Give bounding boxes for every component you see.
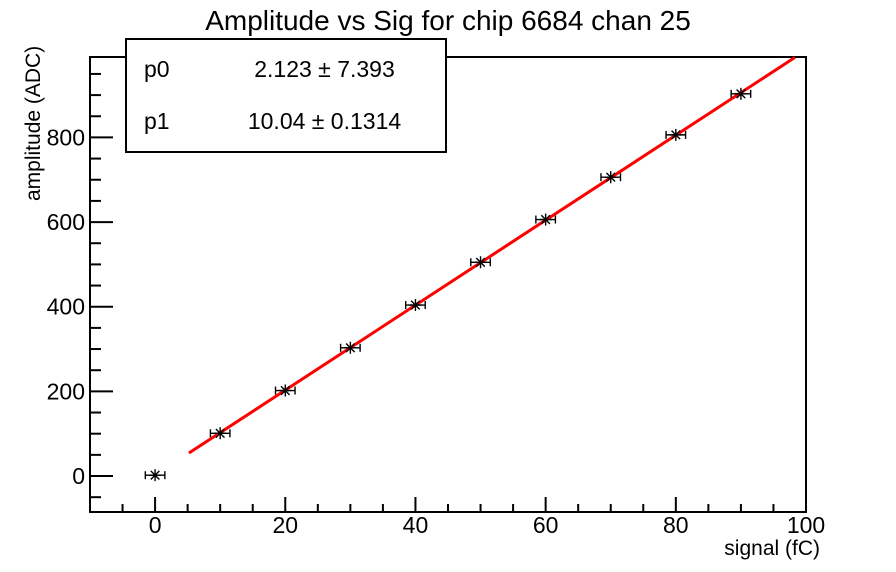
y-tick-label: 800 xyxy=(47,124,85,150)
stats-row-p1: p1 10.04 ± 0.1314 xyxy=(127,108,445,135)
x-tick-label: 0 xyxy=(149,512,162,538)
data-point-marker xyxy=(671,130,681,140)
x-tick-label: 40 xyxy=(403,512,429,538)
stats-param-name: p0 xyxy=(144,56,170,83)
y-axis-title: amplitude (ADC) xyxy=(22,46,45,201)
data-point-marker xyxy=(150,470,160,480)
data-point-marker xyxy=(736,89,746,99)
x-tick-label: 60 xyxy=(533,512,559,538)
x-axis-title: signal (fC) xyxy=(724,537,820,560)
x-tick-label: 20 xyxy=(272,512,298,538)
fit-line xyxy=(188,56,796,455)
fit-stats-box: p0 2.123 ± 7.393 p1 10.04 ± 0.1314 xyxy=(125,38,447,153)
data-point-marker xyxy=(475,257,486,268)
y-tick-label: 600 xyxy=(47,209,85,235)
y-tick-label: 200 xyxy=(47,378,85,404)
data-point-marker xyxy=(605,172,616,182)
data-point-marker xyxy=(540,214,551,225)
stats-param-name: p1 xyxy=(144,107,170,134)
data-point-marker xyxy=(280,385,291,396)
x-tick-label: 80 xyxy=(663,512,689,538)
data-point-marker xyxy=(345,342,356,353)
chart-title: Amplitude vs Sig for chip 6684 chan 25 xyxy=(205,5,691,36)
data-point-marker xyxy=(215,428,225,439)
stats-row-p0: p0 2.123 ± 7.393 xyxy=(127,56,445,83)
y-tick-label: 400 xyxy=(47,294,85,320)
stats-param-value: 2.123 ± 7.393 xyxy=(254,56,395,83)
y-tick-label: 0 xyxy=(72,463,85,489)
data-point-marker xyxy=(410,300,421,310)
x-tick-label: 100 xyxy=(787,512,825,538)
stats-param-value: 10.04 ± 0.1314 xyxy=(247,107,402,134)
